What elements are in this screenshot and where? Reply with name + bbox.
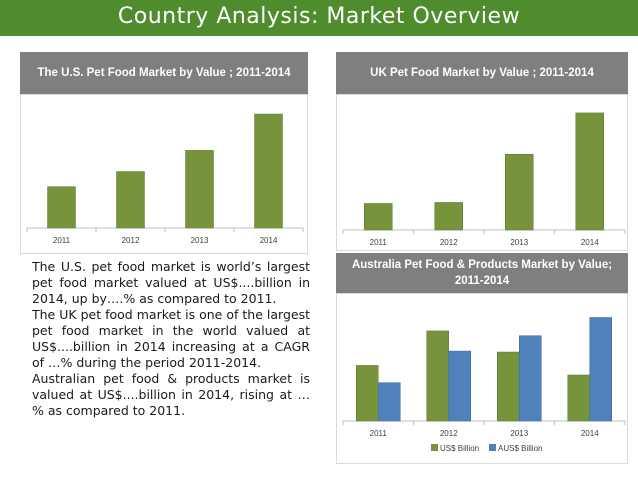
bar-us-billion-2013 bbox=[497, 351, 520, 422]
us-chart-title: The U.S. Pet Food Market by Value ; 2011… bbox=[37, 67, 291, 79]
x-tick-label: 2011 bbox=[53, 236, 71, 245]
paragraph-aus: Australian pet food & products market is… bbox=[32, 371, 310, 418]
bar-aus-billion-2012 bbox=[448, 350, 471, 422]
us-chart-svg: 2011 2012 2013 2014 bbox=[26, 113, 304, 245]
bar-2014 bbox=[575, 112, 604, 231]
aus-chart-title: Australia Pet Food & Products Market by … bbox=[351, 259, 613, 287]
uk-chart: 2011 2012 2013 2014 bbox=[336, 94, 628, 251]
bar-2012 bbox=[116, 171, 145, 229]
bar-2013 bbox=[185, 150, 214, 229]
uk-chart-title: UK Pet Food Market by Value ; 2011-2014 bbox=[370, 67, 594, 79]
title-bar: Country Analysis: Market Overview bbox=[0, 0, 638, 36]
bar-2012 bbox=[434, 202, 463, 231]
x-tick-label: 2014 bbox=[581, 429, 599, 438]
aus-chart-svg: 2011 2012 2013 2014 US$ Billion AUS$ Billion bbox=[342, 317, 626, 453]
bar-aus-billion-2013 bbox=[519, 335, 542, 422]
x-tick-label: 2014 bbox=[260, 236, 278, 245]
bar-2011 bbox=[47, 186, 76, 229]
x-tick-label: 2011 bbox=[370, 238, 388, 247]
body-text: The U.S. pet food market is world’s larg… bbox=[32, 259, 310, 419]
x-tick-label: 2012 bbox=[122, 236, 140, 245]
x-tick-label: 2012 bbox=[440, 429, 458, 438]
x-tick-label: 2012 bbox=[440, 238, 458, 247]
x-tick-label: 2013 bbox=[510, 429, 528, 438]
uk-chart-header: UK Pet Food Market by Value ; 2011-2014 bbox=[336, 52, 628, 94]
us-chart: 2011 2012 2013 2014 bbox=[20, 94, 308, 254]
bar-us-billion-2012 bbox=[426, 330, 449, 422]
paragraph-us: The U.S. pet food market is world’s larg… bbox=[32, 259, 310, 306]
x-tick-label: 2013 bbox=[191, 236, 209, 245]
bar-2014 bbox=[254, 113, 283, 229]
legend-swatch bbox=[431, 444, 438, 451]
page-title: Country Analysis: Market Overview bbox=[117, 4, 521, 29]
aus-chart-header: Australia Pet Food & Products Market by … bbox=[336, 253, 628, 293]
bar-aus-billion-2011 bbox=[378, 382, 401, 422]
bar-2013 bbox=[505, 153, 534, 231]
bar-aus-billion-2014 bbox=[589, 317, 612, 422]
us-chart-header: The U.S. Pet Food Market by Value ; 2011… bbox=[20, 52, 308, 94]
x-tick-label: 2013 bbox=[510, 238, 528, 247]
aus-chart: 2011 2012 2013 2014 US$ Billion AUS$ Billion bbox=[336, 293, 628, 464]
x-tick-label: 2014 bbox=[581, 238, 599, 247]
legend-swatch bbox=[489, 444, 496, 451]
bar-2011 bbox=[364, 203, 393, 231]
uk-chart-svg: 2011 2012 2013 2014 bbox=[342, 112, 626, 247]
bar-us-billion-2011 bbox=[356, 365, 379, 422]
bar-us-billion-2014 bbox=[567, 374, 590, 422]
legend-label: US$ Billion bbox=[440, 444, 479, 453]
paragraph-uk: The UK pet food market is one of the lar… bbox=[32, 307, 310, 370]
legend-label: AUS$ Billion bbox=[498, 444, 542, 453]
x-tick-label: 2011 bbox=[370, 429, 388, 438]
